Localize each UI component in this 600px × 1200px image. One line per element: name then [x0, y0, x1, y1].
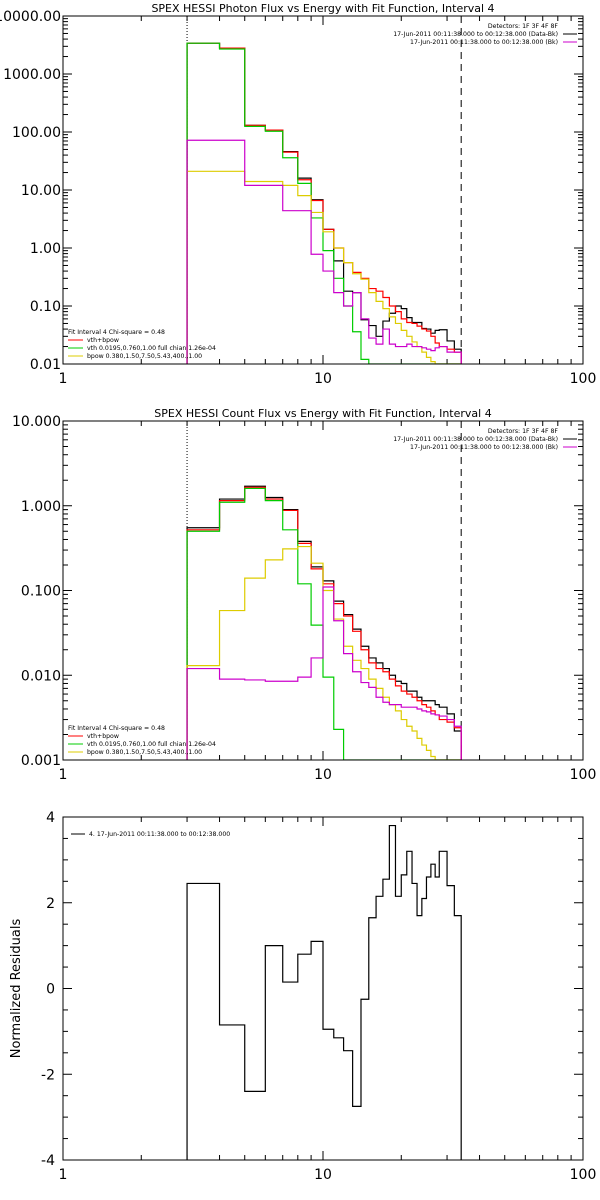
top-right-label: 17-Jun-2011 00:11:38.000 to 00:12:38.000…: [410, 444, 558, 451]
top-right-label: Detectors: 1F 3F 4F 8F: [488, 428, 559, 435]
chart-title: SPEX HESSI Photon Flux vs Energy with Fi…: [151, 2, 494, 15]
y-tick-label: 4: [46, 810, 55, 826]
legend-label: Fit Interval 4 Chi-square = 0.48: [68, 725, 165, 732]
series-line-bk: [186, 139, 462, 364]
x-tick-label: 1: [59, 1167, 68, 1183]
x-tick-label: 10: [314, 1167, 332, 1183]
x-tick-label: 10: [314, 767, 332, 783]
y-tick-label: -2: [41, 1067, 55, 1083]
series-line-vth: [186, 487, 462, 760]
legend-label: 4. 17-Jun-2011 00:11:38.000 to 00:12:38.…: [89, 831, 230, 838]
legend-label: Fit Interval 4 Chi-square = 0.48: [68, 329, 165, 336]
y-tick-label: 0.01: [30, 357, 61, 373]
plot-frame: [62, 420, 584, 761]
y-tick-label: 1000.00: [3, 67, 61, 83]
x-tick-label: 100: [570, 1167, 597, 1183]
top-right-label: Detectors: 1F 3F 4F 8F: [488, 23, 559, 30]
y-tick-label: 0: [46, 982, 55, 998]
x-tick-label: 1: [59, 371, 68, 387]
chart-title: SPEX HESSI Count Flux vs Energy with Fit…: [154, 407, 491, 420]
y-tick-label: 10.00: [21, 183, 61, 199]
series-line-data-bk: [186, 485, 462, 760]
y-axis-label: Normalized Residuals: [9, 919, 24, 1059]
series-line-bpow: [186, 545, 462, 760]
y-tick-label: 0.10: [30, 299, 61, 315]
series-line-data-bk: [186, 42, 462, 364]
plot-frame: [62, 816, 584, 1161]
series-line-vth-bpow: [186, 42, 462, 364]
top-right-label: 17-Jun-2011 00:11:38.000 to 00:12:38.000…: [393, 31, 558, 38]
top-right-label: 17-Jun-2011 00:11:38.000 to 00:12:38.000…: [410, 39, 558, 46]
y-tick-label: 0.010: [21, 668, 61, 684]
legend-label: vth+bpow: [87, 337, 119, 344]
series-line-bk: [186, 586, 462, 760]
top-right-label: 17-Jun-2011 00:11:38.000 to 00:12:38.000…: [393, 436, 558, 443]
series-line-residuals: [186, 824, 462, 1160]
x-tick-label: 100: [570, 371, 597, 387]
x-tick-label: 10: [314, 371, 332, 387]
x-tick-label: 100: [570, 767, 597, 783]
x-tick-label: 1: [59, 767, 68, 783]
y-tick-label: -4: [41, 1153, 55, 1169]
legend-label: bpow 0.380,1.50,7.50,5.43,400.,1.00: [87, 353, 202, 360]
legend-label: vth 0.0195,0.760,1.00 full chian 1.26e-0…: [87, 741, 216, 748]
y-tick-label: 1.000: [21, 499, 61, 515]
legend-label: bpow 0.380,1.50,7.50,5.43,400.,1.00: [87, 749, 202, 756]
y-tick-label: 10.000: [12, 414, 61, 430]
y-tick-label: 0.100: [21, 584, 61, 600]
legend-label: vth 0.0195,0.760,1.00 full chian 1.26e-0…: [87, 345, 216, 352]
y-tick-label: 10000.00: [0, 9, 61, 25]
plot-frame: [62, 15, 584, 365]
y-tick-label: 1.00: [30, 241, 61, 257]
series-line-vth-bpow: [186, 486, 462, 760]
y-tick-label: 100.00: [12, 125, 61, 141]
series-line-vth: [186, 42, 462, 364]
y-tick-label: 2: [46, 896, 55, 912]
series-line-bpow: [186, 170, 462, 364]
y-tick-label: 0.001: [21, 753, 61, 769]
legend-label: vth+bpow: [87, 733, 119, 740]
